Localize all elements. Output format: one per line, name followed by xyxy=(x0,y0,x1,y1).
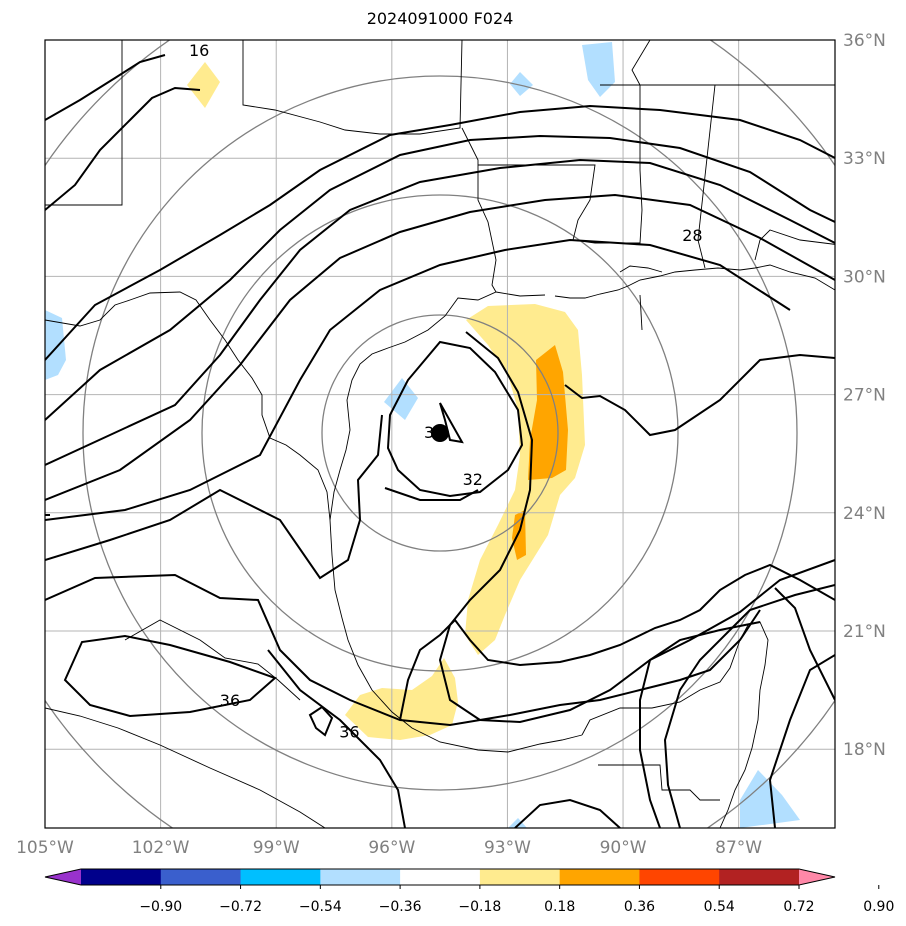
colorbar-segment xyxy=(719,869,800,885)
colorbar-tick-label: 0.18 xyxy=(544,899,575,915)
lat-tick-label: 18°N xyxy=(843,740,886,760)
colorbar-tick-label: 0.72 xyxy=(783,899,814,915)
lon-tick-label: 96°W xyxy=(368,838,415,858)
map-frame xyxy=(44,39,836,829)
contour-label: 32 xyxy=(463,470,483,489)
colorbar-tick-label: −0.18 xyxy=(458,899,501,915)
colorbar-tick-label: 0.54 xyxy=(704,899,735,915)
colorbar-extend-min xyxy=(45,869,81,885)
coastlines-borders xyxy=(45,40,835,828)
contour-label: 36 xyxy=(220,691,240,710)
lon-tick-label: 99°W xyxy=(253,838,300,858)
colorbar: −0.90 −0.72 −0.54 −0.36 −0.18 0.18 0.36 0.54 0.7… xyxy=(44,868,894,915)
colorbar-tick-label: −0.90 xyxy=(139,899,182,915)
lon-tick-label: 105°W xyxy=(16,838,74,858)
lon-tick-label: 87°W xyxy=(715,838,762,858)
colorbar-extend-max xyxy=(799,869,835,885)
latitude-tick-labels: 36°N 33°N 30°N 27°N 24°N 21°N 18°N xyxy=(843,31,886,760)
colorbar-tick-label: −0.36 xyxy=(379,899,422,915)
shading-negative xyxy=(45,42,800,828)
colorbar-tick-label: 0.90 xyxy=(863,899,894,915)
colorbar-segment xyxy=(479,869,561,885)
colorbar-segment xyxy=(81,869,162,885)
lat-tick-label: 27°N xyxy=(843,386,886,406)
lon-tick-label: 93°W xyxy=(484,838,531,858)
graticule xyxy=(45,40,835,828)
longitude-tick-labels: 105°W 102°W 99°W 96°W 93°W 90°W 87°W xyxy=(16,838,762,858)
colorbar-segment xyxy=(639,869,720,885)
lon-tick-label: 102°W xyxy=(132,838,190,858)
colorbar-segment xyxy=(160,869,242,885)
lat-tick-label: 36°N xyxy=(843,31,886,51)
lat-tick-label: 33°N xyxy=(843,149,886,169)
height-contours xyxy=(45,54,835,828)
contour-label: 36 xyxy=(424,423,444,442)
contour-label: 16 xyxy=(189,41,209,60)
lon-tick-label: 90°W xyxy=(600,838,647,858)
colorbar-tick-label: 0.36 xyxy=(624,899,655,915)
colorbar-segment xyxy=(240,869,321,885)
contour-labels: 16 28 36 32 36 36 xyxy=(189,41,703,742)
colorbar-segment xyxy=(320,869,401,885)
storm-center-marker xyxy=(431,424,449,442)
colorbar-segment xyxy=(400,869,481,885)
lat-tick-label: 24°N xyxy=(843,504,886,524)
colorbar-outline xyxy=(44,868,836,886)
map-title: 2024091000 F024 xyxy=(366,9,514,28)
colorbar-tick-label: −0.54 xyxy=(299,899,342,915)
colorbar-segment xyxy=(559,869,640,885)
contour-label: 36 xyxy=(339,722,359,741)
contour-label: 28 xyxy=(682,226,702,245)
lat-tick-label: 30°N xyxy=(843,267,886,287)
colorbar-tick-label: −0.72 xyxy=(219,899,262,915)
lat-tick-label: 21°N xyxy=(843,622,886,642)
